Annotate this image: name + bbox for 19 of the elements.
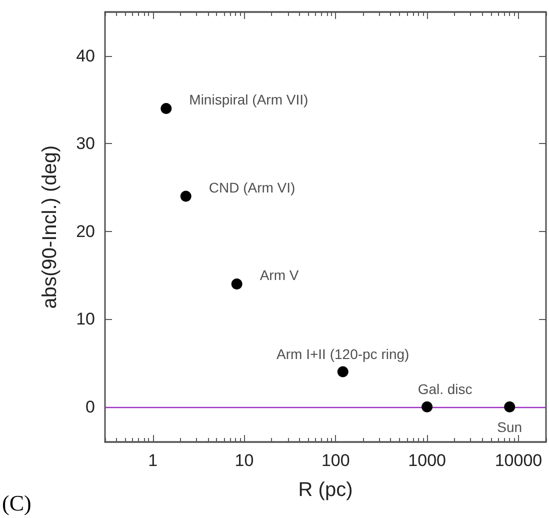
x-tick-label: 10: [234, 451, 254, 470]
y-tick-label: 40: [76, 46, 95, 66]
text: (C): [2, 490, 32, 516]
y-tick-label: 30: [76, 134, 95, 154]
annotation: Gal. disc: [418, 380, 472, 397]
annotation: CND (Arm VI): [208, 179, 296, 196]
y-axis-title: abs(90-Incl.) (deg): [39, 145, 61, 309]
x-tick-label: 1000: [408, 451, 446, 470]
y-tick-label: 0: [86, 397, 95, 416]
x-axis-title: R (pc): [298, 479, 353, 501]
annotation: Minispiral (Arm VII): [189, 92, 308, 108]
y-tick-label: 10: [76, 310, 95, 329]
annotation: Arm V: [260, 267, 300, 284]
x-tick-label: 1: [148, 451, 158, 470]
y-tick-label: 20: [76, 222, 95, 241]
annotation: Arm I+II (120-pc ring): [276, 346, 410, 362]
x-tick-label: 10000: [494, 451, 542, 470]
x-tick-label: 100: [321, 451, 350, 470]
annotation: Sun: [497, 418, 522, 435]
